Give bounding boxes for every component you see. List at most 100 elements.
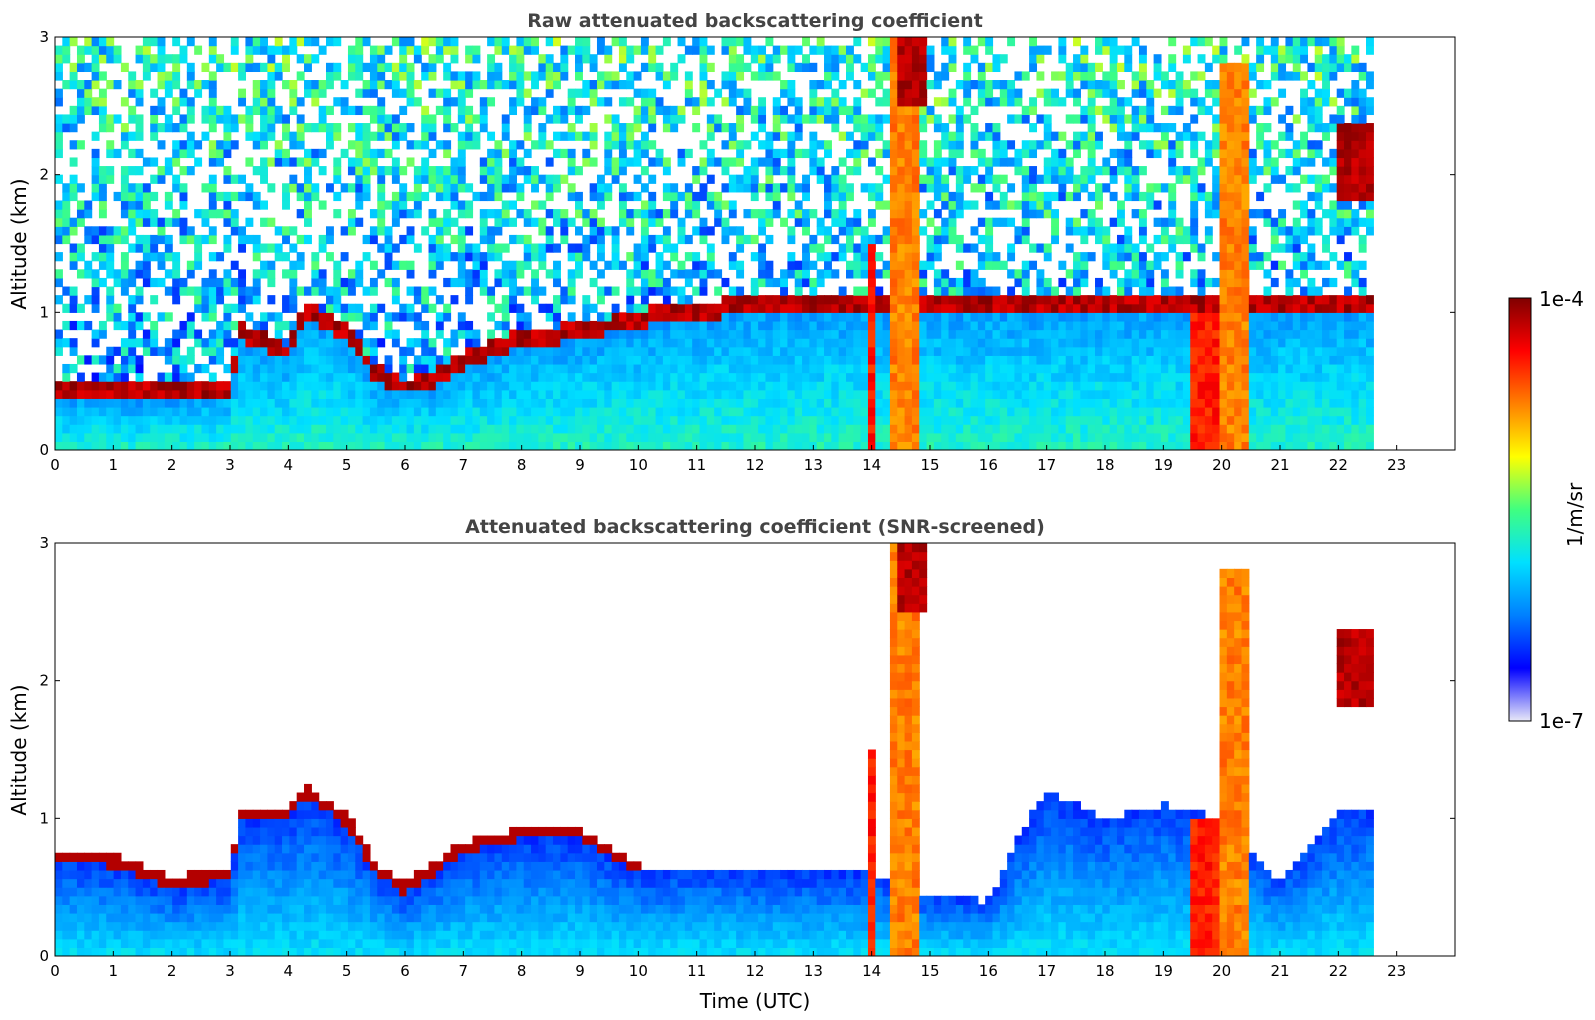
heatmap-cell	[677, 320, 686, 331]
heatmap-cell	[1058, 166, 1067, 176]
heatmap-cell	[76, 105, 85, 116]
heatmap-cell	[882, 54, 891, 64]
heatmap-cell	[1014, 234, 1023, 245]
heatmap-cell	[362, 62, 371, 73]
heatmap-cell	[589, 277, 598, 288]
heatmap-cell	[867, 363, 876, 374]
heatmap-cell	[889, 114, 898, 124]
heatmap-cell	[809, 62, 818, 73]
heatmap-cell	[831, 406, 840, 417]
heatmap-cell	[633, 415, 642, 425]
heatmap-cell	[758, 295, 767, 305]
heatmap-cell	[567, 441, 576, 450]
heatmap-cell	[824, 174, 832, 184]
heatmap-cell	[831, 88, 840, 98]
heatmap-cell	[91, 338, 100, 348]
heatmap-cell	[1095, 140, 1103, 150]
heatmap-cell	[772, 157, 781, 167]
heatmap-cell	[728, 398, 737, 408]
heatmap-cell	[523, 243, 532, 253]
heatmap-cell	[252, 406, 261, 417]
heatmap-cell	[567, 148, 576, 159]
heatmap-cell	[128, 381, 137, 391]
heatmap-cell	[963, 200, 972, 210]
heatmap-cell	[318, 389, 327, 399]
heatmap-cell	[428, 243, 437, 253]
heatmap-cell	[98, 252, 107, 262]
heatmap-cell	[846, 226, 854, 236]
heatmap-cell	[150, 381, 159, 391]
heatmap-cell	[970, 45, 979, 55]
heatmap-cell	[1051, 166, 1059, 176]
heatmap-cell	[76, 183, 85, 193]
heatmap-cell	[611, 338, 620, 348]
heatmap-cell	[1138, 398, 1147, 408]
heatmap-cell	[1102, 80, 1111, 90]
heatmap-cell	[164, 269, 173, 279]
heatmap-cell	[252, 398, 261, 408]
heatmap-cell	[867, 398, 876, 408]
heatmap-cell	[575, 338, 583, 348]
heatmap-cell	[208, 277, 217, 288]
heatmap-cell	[494, 209, 503, 219]
heatmap-cell	[523, 432, 532, 442]
heatmap-cell	[1036, 441, 1045, 450]
heatmap-cell	[802, 329, 810, 339]
heatmap-cell	[889, 226, 898, 236]
heatmap-cell	[106, 123, 115, 133]
heatmap-cell	[135, 372, 144, 382]
heatmap-cell	[1014, 415, 1023, 425]
heatmap-cell	[289, 269, 298, 279]
heatmap-cell	[1021, 312, 1030, 322]
heatmap-cell	[728, 372, 737, 382]
heatmap-cell	[904, 415, 913, 425]
heatmap-cell	[472, 415, 481, 425]
heatmap-cell	[941, 277, 950, 288]
heatmap-cell	[1116, 277, 1125, 288]
heatmap-cell	[882, 148, 891, 159]
heatmap-cell	[238, 97, 247, 107]
heatmap-cell	[846, 406, 854, 417]
heatmap-cell	[933, 140, 942, 150]
heatmap-cell	[853, 97, 862, 107]
heatmap-cell	[1138, 329, 1147, 339]
heatmap-cell	[582, 252, 591, 262]
heatmap-cell	[128, 217, 137, 227]
heatmap-cell	[98, 355, 107, 365]
heatmap-cell	[91, 295, 100, 305]
heatmap-cell	[728, 131, 737, 141]
heatmap-cell	[1116, 80, 1125, 90]
heatmap-cell	[186, 166, 195, 176]
heatmap-cell	[933, 381, 942, 391]
heatmap-cell	[948, 191, 957, 202]
heatmap-cell	[699, 372, 708, 382]
heatmap-cell	[84, 432, 93, 442]
heatmap-cell	[560, 320, 569, 331]
heatmap-cell	[523, 389, 532, 399]
heatmap-cell	[948, 295, 957, 305]
heatmap-cell	[699, 441, 708, 450]
heatmap-cell	[846, 260, 854, 270]
heatmap-cell	[655, 363, 664, 374]
heatmap-cell	[926, 346, 935, 356]
heatmap-cell	[721, 329, 730, 339]
heatmap-cell	[1109, 398, 1118, 408]
heatmap-cell	[384, 45, 393, 55]
heatmap-cell	[670, 191, 679, 202]
heatmap-cell	[494, 80, 503, 90]
heatmap-cell	[509, 217, 518, 227]
heatmap-cell	[1116, 372, 1125, 382]
heatmap-cell	[575, 200, 583, 210]
heatmap-cell	[684, 424, 693, 434]
heatmap-cell	[428, 355, 437, 365]
heatmap-cell	[538, 123, 547, 133]
heatmap-cell	[831, 355, 840, 365]
heatmap-cell	[1043, 174, 1052, 184]
heatmap-cell	[172, 260, 181, 270]
heatmap-cell	[728, 45, 737, 55]
heatmap-cell	[479, 406, 488, 417]
heatmap-cell	[333, 191, 342, 202]
heatmap-cell	[1087, 320, 1096, 331]
heatmap-cell	[977, 398, 986, 408]
heatmap-cell	[318, 105, 327, 116]
